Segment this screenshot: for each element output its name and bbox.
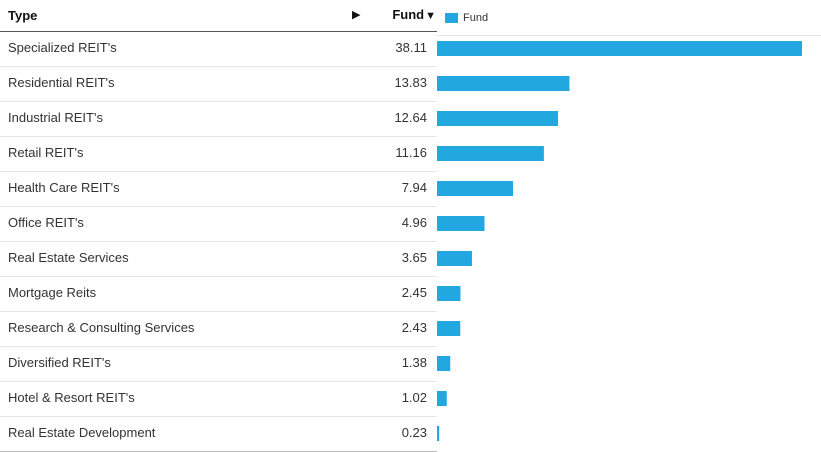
bar-office-reit-s (437, 216, 485, 231)
table-body: Specialized REIT's 38.11 Residential REIT'… (0, 32, 437, 452)
chart-divider (437, 35, 821, 36)
expand-arrow-icon[interactable]: ▶ (352, 9, 361, 21)
bar-specialized-reit-s (437, 41, 802, 56)
row-type-label: Specialized REIT's (8, 40, 117, 55)
row-type-label: Health Care REIT's (8, 180, 120, 195)
row-type-label: Residential REIT's (8, 75, 115, 90)
bar-mortgage-reits (437, 286, 461, 301)
table-row: Residential REIT's 13.83 (0, 67, 437, 102)
bars-svg (437, 41, 802, 441)
row-fund-value: 2.45 (401, 285, 427, 300)
table-row: Hotel & Resort REIT's 1.02 (0, 382, 437, 417)
legend-swatch (445, 13, 458, 23)
row-fund-value: 2.43 (401, 320, 427, 335)
row-type-label: Real Estate Services (8, 250, 129, 265)
table-row: Retail REIT's 11.16 (0, 137, 437, 172)
row-fund-value: 0.23 (401, 425, 427, 440)
table-row: Research & Consulting Services 2.43 (0, 312, 437, 347)
table-header: Type ▶ Fund▼ (0, 0, 437, 32)
holdings-table: Type ▶ Fund▼ Specialized REIT's 38.11 Resi… (0, 0, 437, 452)
row-fund-value: 3.65 (401, 250, 427, 265)
table-row: Mortgage Reits 2.45 (0, 277, 437, 312)
bar-real-estate-development (437, 426, 440, 441)
table-row: Real Estate Services 3.65 (0, 242, 437, 277)
legend-label: Fund (463, 12, 489, 24)
bar-industrial-reit-s (437, 111, 559, 126)
bar-hotel-resort-reit-s (437, 391, 447, 406)
fund-column-header[interactable]: Fund▼ (392, 7, 436, 22)
row-fund-value: 13.83 (394, 75, 427, 90)
table-row: Health Care REIT's 7.94 (0, 172, 437, 207)
row-type-label: Mortgage Reits (8, 285, 97, 300)
bar-residential-reit-s (437, 76, 570, 91)
row-type-label: Hotel & Resort REIT's (8, 390, 135, 405)
bar-retail-reit-s (437, 146, 544, 161)
table-row: Real Estate Development 0.23 (0, 417, 437, 452)
row-fund-value: 4.96 (401, 215, 427, 230)
fund-column-label: Fund (392, 7, 425, 22)
table-row: Industrial REIT's 12.64 (0, 102, 437, 137)
table-row: Specialized REIT's 38.11 (0, 32, 437, 67)
bar-chart: Fund (437, 0, 821, 443)
sort-desc-icon: ▼ (425, 10, 436, 22)
bar-health-care-reit-s (437, 181, 514, 196)
type-column-header: Type (8, 8, 38, 23)
row-fund-value: 1.02 (401, 390, 427, 405)
row-type-label: Retail REIT's (8, 145, 84, 160)
row-fund-value: 1.38 (401, 355, 427, 370)
row-fund-value: 7.94 (401, 180, 427, 195)
bar-diversified-reit-s (437, 356, 451, 371)
row-fund-value: 12.64 (394, 110, 427, 125)
bar-real-estate-services (437, 251, 472, 266)
row-fund-value: 11.16 (395, 145, 427, 160)
table-row: Office REIT's 4.96 (0, 207, 437, 242)
row-type-label: Office REIT's (8, 215, 84, 230)
row-fund-value: 38.11 (395, 40, 427, 55)
row-type-label: Real Estate Development (8, 425, 156, 440)
table-row: Diversified REIT's 1.38 (0, 347, 437, 382)
row-type-label: Research & Consulting Services (8, 320, 195, 335)
row-type-label: Industrial REIT's (8, 110, 103, 125)
chart-legend: Fund (445, 12, 488, 24)
row-type-label: Diversified REIT's (8, 355, 111, 370)
bar-research-consulting-services (437, 321, 461, 336)
